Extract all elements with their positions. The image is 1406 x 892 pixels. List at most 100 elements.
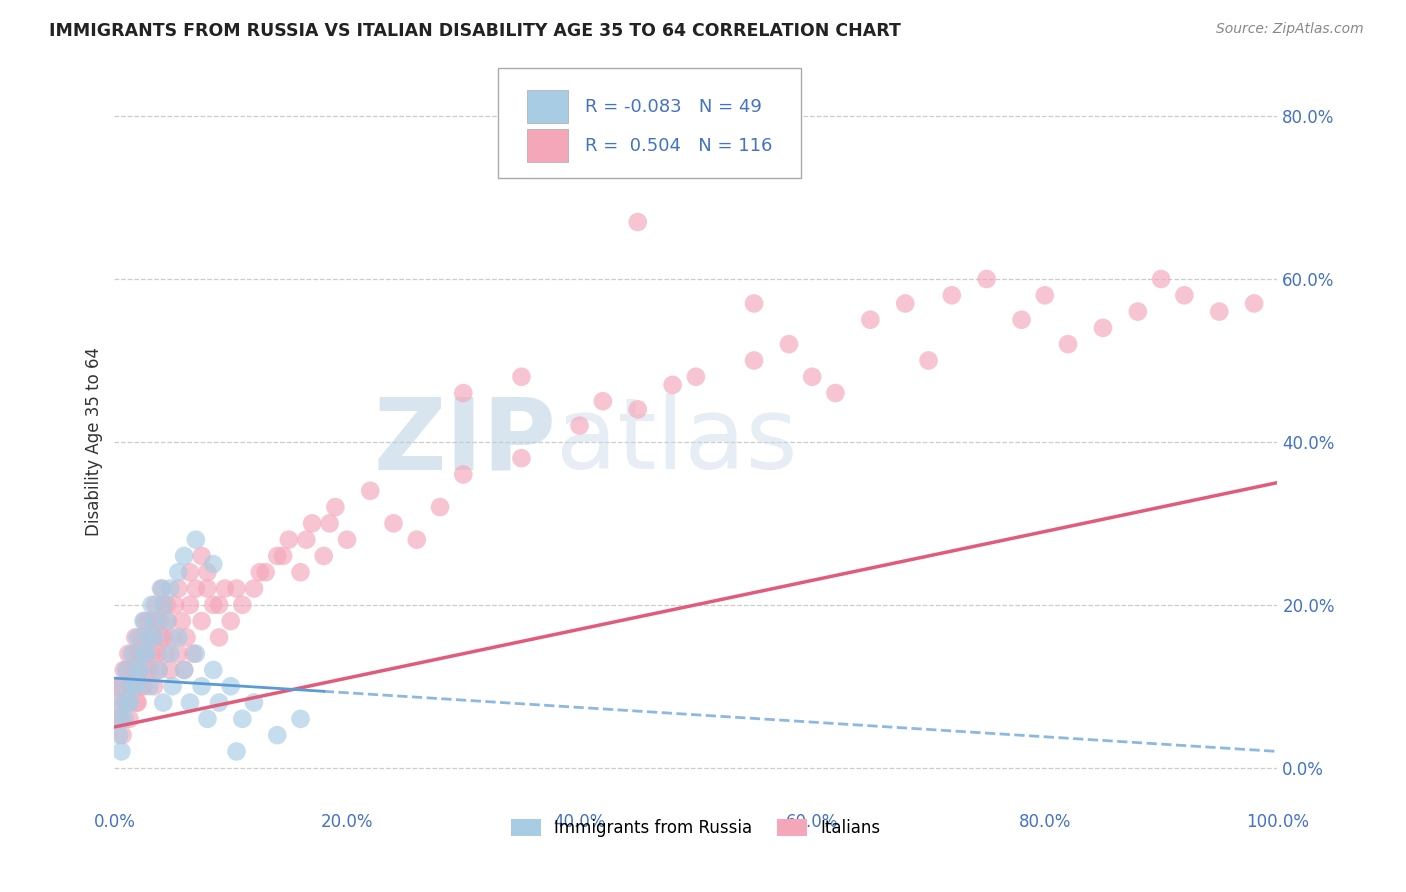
Point <box>271 549 294 563</box>
Point <box>141 598 163 612</box>
Point <box>131 679 153 693</box>
Point <box>249 566 271 580</box>
Point <box>152 696 174 710</box>
Point <box>136 614 159 628</box>
Point <box>917 353 939 368</box>
Point <box>627 402 650 417</box>
Point <box>153 631 176 645</box>
Text: R = -0.083   N = 49: R = -0.083 N = 49 <box>585 98 762 116</box>
Point <box>108 728 131 742</box>
Point <box>382 516 405 531</box>
Legend: Immigrants from Russia, Italians: Immigrants from Russia, Italians <box>505 813 887 844</box>
Point <box>143 631 166 645</box>
Point <box>162 631 184 645</box>
Point <box>159 582 181 596</box>
Point <box>325 500 347 514</box>
Point <box>124 679 146 693</box>
Point <box>179 696 201 710</box>
Point <box>627 215 650 229</box>
Point <box>167 582 190 596</box>
Point <box>179 598 201 612</box>
Point <box>429 500 451 514</box>
Point <box>214 582 236 596</box>
Point <box>134 614 156 628</box>
Point <box>122 647 145 661</box>
Point <box>231 598 253 612</box>
Point <box>122 679 145 693</box>
Point <box>142 679 165 693</box>
Point <box>190 679 212 693</box>
Point <box>122 663 145 677</box>
Point <box>159 663 181 677</box>
Point <box>110 679 132 693</box>
Point <box>129 663 152 677</box>
Point <box>184 647 207 661</box>
Point <box>685 369 707 384</box>
Point <box>225 744 247 758</box>
Point <box>163 598 186 612</box>
Text: atlas: atlas <box>557 393 799 491</box>
Point <box>129 631 152 645</box>
Point <box>1126 304 1149 318</box>
Point <box>142 631 165 645</box>
Point <box>510 369 533 384</box>
Point <box>111 728 134 742</box>
Point <box>202 598 225 612</box>
Point <box>742 353 765 368</box>
Point <box>661 378 683 392</box>
Point <box>266 549 288 563</box>
Point <box>149 614 172 628</box>
Point <box>1150 272 1173 286</box>
Point <box>128 663 150 677</box>
Point <box>138 679 160 693</box>
Point <box>318 516 340 531</box>
Point <box>941 288 963 302</box>
Point <box>156 614 179 628</box>
Point <box>184 582 207 596</box>
Point <box>118 712 141 726</box>
Point <box>110 712 132 726</box>
Point <box>132 614 155 628</box>
FancyBboxPatch shape <box>498 68 800 178</box>
Point <box>824 386 846 401</box>
Point <box>179 566 201 580</box>
Text: IMMIGRANTS FROM RUSSIA VS ITALIAN DISABILITY AGE 35 TO 64 CORRELATION CHART: IMMIGRANTS FROM RUSSIA VS ITALIAN DISABI… <box>49 22 901 40</box>
Point <box>134 647 156 661</box>
Point <box>1091 321 1114 335</box>
Point <box>167 647 190 661</box>
Point <box>197 566 219 580</box>
Point <box>117 696 139 710</box>
Point <box>208 598 231 612</box>
Point <box>1033 288 1056 302</box>
Point <box>136 663 159 677</box>
Point <box>231 712 253 726</box>
Point <box>114 696 136 710</box>
Point <box>301 516 323 531</box>
Point <box>143 598 166 612</box>
Point <box>128 663 150 677</box>
Point <box>197 582 219 596</box>
Point <box>208 631 231 645</box>
Point <box>124 631 146 645</box>
Point <box>148 663 170 677</box>
Point <box>145 614 167 628</box>
Point <box>219 614 242 628</box>
Point <box>149 631 172 645</box>
Point <box>129 647 152 661</box>
Point <box>254 566 277 580</box>
Point <box>107 696 129 710</box>
Point <box>277 533 299 547</box>
Point <box>1057 337 1080 351</box>
Point <box>568 418 591 433</box>
Point <box>115 663 138 677</box>
Point <box>127 696 149 710</box>
Point <box>112 679 135 693</box>
Point <box>167 566 190 580</box>
Point <box>197 712 219 726</box>
Point <box>146 647 169 661</box>
Point <box>107 712 129 726</box>
Point <box>202 663 225 677</box>
Point <box>359 483 381 498</box>
Point <box>1011 312 1033 326</box>
Point <box>219 679 242 693</box>
